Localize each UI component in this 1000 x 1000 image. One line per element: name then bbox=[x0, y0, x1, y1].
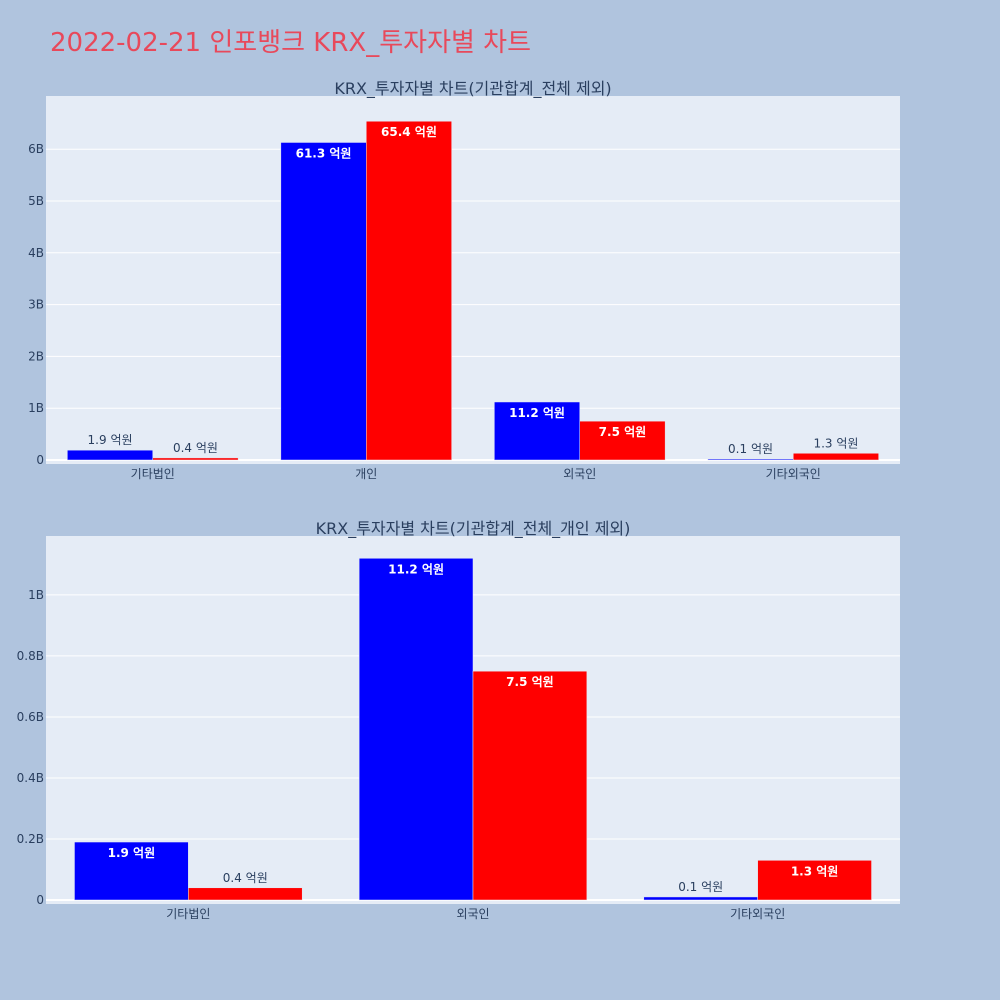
bar[interactable] bbox=[757, 860, 872, 901]
data-label: 0.1 억원 bbox=[678, 880, 723, 894]
bar[interactable] bbox=[579, 420, 666, 461]
plot-area bbox=[46, 96, 900, 464]
bar[interactable] bbox=[188, 887, 303, 901]
data-label: 1.9 억원 bbox=[108, 846, 156, 860]
y-tick-label: 5B bbox=[28, 194, 44, 208]
x-tick-label: 외국인 bbox=[563, 467, 596, 481]
bar[interactable] bbox=[152, 457, 239, 461]
y-tick-label: 1B bbox=[28, 401, 44, 415]
bar[interactable] bbox=[472, 670, 588, 901]
data-label: 1.3 억원 bbox=[813, 436, 858, 450]
data-label: 1.9 억원 bbox=[88, 433, 133, 447]
bar[interactable] bbox=[358, 558, 474, 901]
y-tick-label: 0.2B bbox=[17, 832, 44, 846]
x-tick-label: 외국인 bbox=[456, 907, 489, 921]
y-tick-label: 2B bbox=[28, 349, 44, 363]
y-tick-label: 4B bbox=[28, 246, 44, 260]
bar[interactable] bbox=[494, 401, 581, 461]
data-label: 1.3 억원 bbox=[791, 864, 839, 878]
y-tick-label: 3B bbox=[28, 298, 44, 312]
data-label: 65.4 억원 bbox=[381, 125, 437, 139]
data-label: 0.4 억원 bbox=[173, 441, 218, 455]
bar[interactable] bbox=[793, 453, 879, 461]
bar[interactable] bbox=[366, 120, 452, 461]
data-label: 11.2 억원 bbox=[509, 406, 565, 420]
x-tick-label: 기타외국인 bbox=[730, 907, 785, 921]
data-label: 7.5 억원 bbox=[506, 675, 554, 689]
y-tick-label: 1B bbox=[28, 588, 44, 602]
y-tick-label: 6B bbox=[28, 142, 44, 156]
bar[interactable] bbox=[280, 142, 367, 461]
chart-title: KRX_투자자별 차트(기관합계_전체 제외) bbox=[334, 79, 611, 99]
x-tick-label: 기타외국인 bbox=[766, 467, 821, 481]
x-tick-label: 기타법인 bbox=[166, 907, 210, 921]
bar[interactable] bbox=[67, 449, 153, 461]
page-title: 2022-02-21 인포뱅크 KRX_투자자별 차트 bbox=[50, 28, 532, 58]
data-label: 61.3 억원 bbox=[296, 146, 352, 160]
data-label: 11.2 억원 bbox=[388, 562, 444, 576]
y-tick-label: 0.6B bbox=[17, 710, 44, 724]
chart-title: KRX_투자자별 차트(기관합계_전체_개인 제외) bbox=[316, 519, 631, 539]
y-tick-label: 0 bbox=[36, 893, 44, 907]
bar[interactable] bbox=[707, 458, 794, 461]
y-tick-label: 0.4B bbox=[17, 771, 44, 785]
bar[interactable] bbox=[74, 841, 189, 901]
x-tick-label: 개인 bbox=[355, 467, 377, 481]
y-tick-label: 0 bbox=[36, 453, 44, 467]
chart-top: 0 1B 2B 3B 4B 5B 6B KRX_투자자별 차트(기관합계_전체 제외) 기타법인… bbox=[28, 79, 900, 481]
bar[interactable] bbox=[643, 896, 758, 901]
chart-bottom: 0 0.2B 0.4B 0.6B 0.8B 1B KRX_투자자별 차트(기관합계_전체_개… bbox=[17, 519, 900, 921]
y-tick-label: 0.8B bbox=[17, 649, 44, 663]
data-label: 0.1 억원 bbox=[728, 442, 773, 456]
data-label: 0.4 억원 bbox=[223, 871, 268, 885]
x-tick-label: 기타법인 bbox=[131, 467, 175, 481]
data-label: 7.5 억원 bbox=[599, 425, 647, 439]
